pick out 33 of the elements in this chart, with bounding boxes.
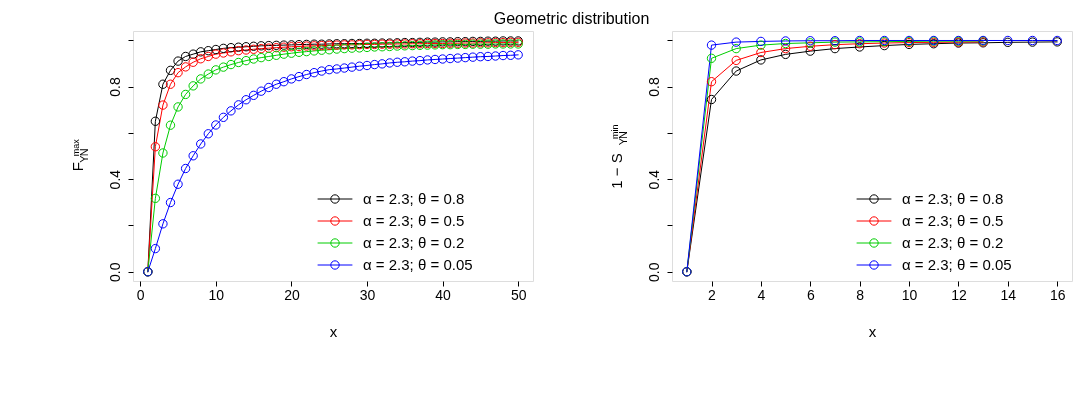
x-tick-label: 16 — [1049, 286, 1066, 303]
x-tick-label: 4 — [757, 286, 766, 303]
legend-label: α = 2.3; θ = 0.05 — [902, 256, 1012, 273]
y-tick-label: 0.4 — [106, 169, 123, 190]
x-tick-label: 6 — [806, 286, 815, 303]
y-tick-label: 0.0 — [645, 262, 662, 282]
y-tick-label: 0.8 — [106, 77, 123, 97]
x-axis-title: x — [329, 322, 338, 340]
text: Geometric distribution — [493, 9, 650, 27]
x-tick-label: 8 — [856, 286, 865, 303]
y-tick-label: 0.0 — [106, 262, 123, 282]
x-tick-label: 12 — [951, 286, 967, 303]
x-tick-label: 10 — [208, 286, 225, 303]
x-tick-label: 20 — [284, 286, 300, 303]
y-tick-label: 0.4 — [645, 169, 662, 190]
x-tick-label: 14 — [1000, 286, 1017, 303]
legend-label: α = 2.3; θ = 0.5 — [363, 212, 465, 229]
legend-label: α = 2.3; θ = 0.5 — [902, 212, 1004, 229]
legend-label: α = 2.3; θ = 0.8 — [363, 190, 465, 207]
x-tick-label: 40 — [435, 286, 452, 303]
x-tick-label: 30 — [359, 286, 376, 303]
legend-label: α = 2.3; θ = 0.2 — [902, 234, 1004, 251]
legend-label: α = 2.3; θ = 0.05 — [363, 256, 473, 273]
y-axis-title: 1 − SYminN — [608, 124, 629, 189]
y-axis-title: FYmaxN — [69, 138, 90, 172]
legend-label: α = 2.3; θ = 0.8 — [902, 190, 1004, 207]
y-tick-label: 0.8 — [645, 77, 662, 97]
x-tick-label: 2 — [708, 286, 717, 303]
legend-label: α = 2.3; θ = 0.2 — [363, 234, 465, 251]
x-tick-label: 10 — [901, 286, 918, 303]
x-tick-label: 50 — [510, 286, 527, 303]
x-tick-label: 0 — [136, 286, 145, 303]
x-axis-title: x — [868, 322, 877, 340]
